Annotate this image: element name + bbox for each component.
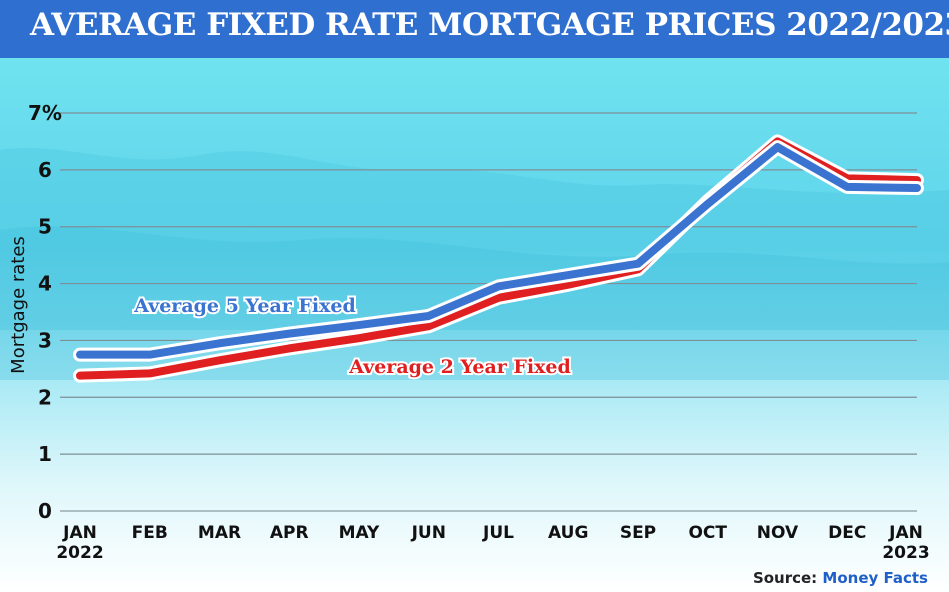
x-tick-label: DEC bbox=[828, 523, 866, 543]
y-tick-label: 2 bbox=[38, 385, 52, 409]
source-prefix: Source: bbox=[753, 569, 822, 587]
x-tick-label: APR bbox=[270, 523, 309, 543]
x-tick-label: JAN 2022 bbox=[56, 523, 103, 563]
x-tick-label: JUN bbox=[411, 523, 446, 543]
x-tick-label: JAN 2023 bbox=[882, 523, 929, 563]
y-tick-label: 6 bbox=[38, 158, 52, 182]
series-line bbox=[76, 143, 921, 359]
x-tick-label: NOV bbox=[757, 523, 799, 543]
y-tick-label: 3 bbox=[38, 328, 52, 352]
x-axis-ticks: JAN 2022 FEB MAR APR MAY JUN JUL AUG SEP OCT NOV DEC… bbox=[56, 523, 929, 563]
y-tick-label: 4 bbox=[38, 272, 52, 296]
source-link[interactable]: Money Facts bbox=[822, 569, 928, 587]
x-tick-label: JUL bbox=[482, 523, 514, 543]
x-tick-label: MAR bbox=[198, 523, 241, 543]
x-tick-label: MAY bbox=[339, 523, 380, 543]
grid bbox=[60, 112, 917, 512]
series-lines bbox=[73, 134, 924, 383]
y-axis-label: Mortgage rates bbox=[8, 236, 29, 374]
line-chart: 0 1 2 3 4 5 6 7% JAN 2022 FEB MAR APR MAY JUN JUL AUG SE… bbox=[0, 58, 949, 592]
x-tick-label: FEB bbox=[132, 523, 168, 543]
y-tick-label: 5 bbox=[38, 215, 52, 239]
y-tick-label: 1 bbox=[38, 442, 52, 466]
x-tick-label: SEP bbox=[620, 523, 656, 543]
legend-5-year-fixed: Average 5 Year Fixed bbox=[133, 295, 356, 317]
source-credit: Source: Money Facts bbox=[753, 569, 928, 587]
y-tick-label: 0 bbox=[38, 499, 52, 523]
legend-2-year-fixed: Average 2 Year Fixed bbox=[348, 356, 571, 378]
chart-title: AVERAGE FIXED RATE MORTGAGE PRICES 2022/… bbox=[30, 7, 949, 43]
title-banner: AVERAGE FIXED RATE MORTGAGE PRICES 2022/… bbox=[0, 0, 949, 58]
y-axis-ticks: 0 1 2 3 4 5 6 7% bbox=[28, 101, 62, 523]
y-tick-label: 7% bbox=[28, 101, 62, 125]
x-tick-label: AUG bbox=[548, 523, 588, 543]
x-tick-label: OCT bbox=[688, 523, 727, 543]
